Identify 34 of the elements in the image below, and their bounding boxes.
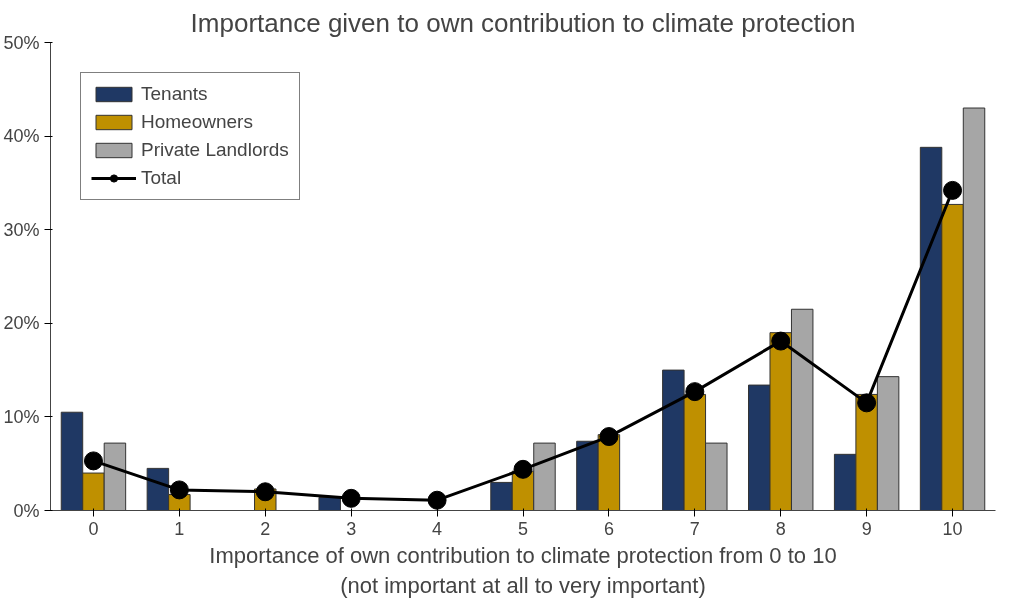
legend-label: Tenants bbox=[141, 83, 208, 105]
legend-label: Private Landlords bbox=[141, 139, 289, 161]
x-tick-label: 8 bbox=[775, 518, 786, 539]
point bbox=[255, 482, 275, 502]
point bbox=[943, 180, 963, 200]
x-tick-label: 3 bbox=[346, 518, 357, 539]
y-tick-label: 0% bbox=[13, 500, 40, 521]
y-tick-label: 40% bbox=[3, 126, 40, 147]
point bbox=[169, 480, 189, 500]
y-tick-label: 50% bbox=[3, 32, 40, 53]
x-tick-label: 1 bbox=[174, 518, 185, 539]
x-tick-label: 10 bbox=[942, 518, 963, 539]
point bbox=[771, 331, 791, 351]
point bbox=[599, 427, 619, 447]
legend-label: Total bbox=[141, 167, 182, 189]
x-tick-label: 2 bbox=[260, 518, 271, 539]
point bbox=[685, 382, 705, 402]
point bbox=[857, 393, 877, 413]
x-tick-label: 5 bbox=[517, 518, 529, 539]
point bbox=[427, 490, 447, 510]
x-tick-label: 4 bbox=[432, 518, 443, 539]
point bbox=[341, 488, 361, 508]
legend-label: Homeowners bbox=[141, 111, 253, 133]
point bbox=[513, 459, 533, 479]
x-tick-label: 9 bbox=[861, 518, 872, 539]
y-tick-label: 20% bbox=[3, 313, 40, 334]
point bbox=[83, 451, 103, 471]
chart-title: Importance given to own contribution to climate protection bbox=[190, 7, 856, 38]
x-axis-title: Importance of own contribution to climate protection from 0 to 10 (not important at all to very important) bbox=[209, 542, 837, 598]
y-tick-label: 10% bbox=[3, 406, 40, 427]
y-tick-label: 30% bbox=[3, 219, 40, 240]
x-tick-label: 7 bbox=[689, 518, 700, 539]
x-tick-label: 6 bbox=[603, 518, 614, 539]
x-tick-label: 0 bbox=[88, 518, 99, 539]
